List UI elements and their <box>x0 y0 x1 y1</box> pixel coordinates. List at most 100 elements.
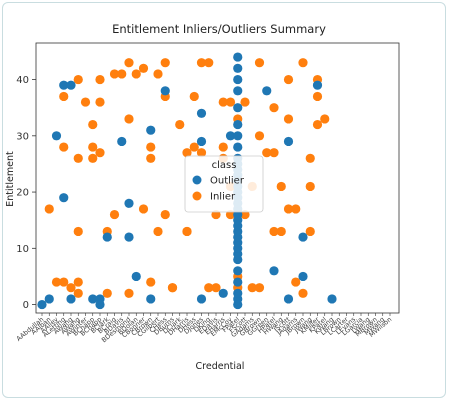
outlier-point <box>196 294 207 304</box>
outlier-point <box>196 136 207 147</box>
inlier-point <box>73 288 83 298</box>
outlier-point <box>51 131 62 141</box>
inlier-point <box>211 283 221 293</box>
outlier-point <box>146 294 156 304</box>
outlier-point <box>66 80 76 90</box>
inlier-point <box>283 204 294 214</box>
inlier-point <box>312 91 323 102</box>
inlier-point <box>269 103 279 113</box>
inlier-point <box>124 288 134 298</box>
inlier-point <box>218 97 228 107</box>
inlier-point <box>51 277 62 287</box>
inlier-point <box>124 114 134 124</box>
inlier-point <box>320 114 330 124</box>
outlier-point <box>37 299 47 310</box>
outlier-point <box>233 52 243 62</box>
outlier-point <box>95 299 105 310</box>
inlier-point <box>160 58 170 68</box>
inlier-point <box>73 277 83 287</box>
inlier-point <box>305 226 315 237</box>
inlier-point <box>204 283 214 293</box>
inlier-point <box>182 226 192 237</box>
outlier-point <box>269 266 279 276</box>
x-axis: AAbdullahAAlbanAAlleyALettingAWangAWangA… <box>15 313 393 344</box>
outlier-point <box>233 103 243 113</box>
plot-frame <box>35 42 400 314</box>
outlier-point <box>327 294 337 304</box>
inlier-point <box>95 97 105 107</box>
inlier-point <box>254 58 265 68</box>
inlier-point <box>109 69 120 79</box>
inlier-point <box>204 58 214 68</box>
inlier-point <box>196 58 207 68</box>
y-tick-label: 10 <box>16 244 29 255</box>
inlier-point <box>153 69 163 79</box>
outlier-point <box>131 271 141 282</box>
inlier-point <box>175 119 185 130</box>
inlier-point <box>146 277 156 287</box>
outlier-point <box>44 294 54 304</box>
inlier-point <box>160 209 170 220</box>
inlier-point <box>240 97 250 107</box>
inlier-point <box>262 148 272 158</box>
y-tick-label: 0 <box>23 300 29 311</box>
legend-box <box>184 155 264 213</box>
outlier-point <box>233 142 243 152</box>
inlier-point <box>95 74 105 85</box>
inlier-point <box>80 97 91 107</box>
inlier-point <box>269 226 279 237</box>
inlier-point <box>59 277 69 287</box>
outlier-point <box>298 232 308 242</box>
inlier-point <box>305 153 315 163</box>
outlier-point <box>124 232 134 242</box>
inlier-point <box>124 58 134 68</box>
legend: class Outlier Inlier <box>184 155 264 213</box>
inlier-point <box>218 142 228 152</box>
inlier-point <box>269 148 279 158</box>
outlier-point <box>233 86 243 96</box>
inlier-point <box>153 226 163 237</box>
y-axis: 0 10 20 30 40 <box>16 75 36 311</box>
inlier-point <box>291 277 301 287</box>
legend-label-inlier: Inlier <box>210 192 236 203</box>
inlier-point <box>283 74 294 85</box>
outlier-point <box>233 119 243 130</box>
inlier-point <box>276 226 286 237</box>
inlier-point <box>88 119 98 130</box>
inlier-point <box>298 58 308 68</box>
inlier-point <box>73 153 83 163</box>
inlier-point <box>109 209 120 220</box>
outlier-point <box>102 232 112 242</box>
inlier-point <box>66 283 76 293</box>
y-tick-label: 20 <box>16 188 29 199</box>
inlier-point <box>59 142 69 152</box>
inlier-point <box>298 288 308 298</box>
outlier-point <box>298 271 308 282</box>
outlier-point <box>233 288 243 298</box>
inlier-point <box>254 131 265 141</box>
inlier-point <box>189 91 199 102</box>
legend-marker-outlier <box>192 175 202 185</box>
legend-title: class <box>212 160 237 171</box>
inlier-point <box>247 283 257 293</box>
inlier-point <box>59 91 69 102</box>
outlier-point <box>225 131 236 141</box>
inlier-point <box>73 226 83 237</box>
outlier-point <box>233 266 243 276</box>
y-tick-label: 40 <box>16 75 29 86</box>
inlier-point <box>196 148 207 158</box>
legend-label-outlier: Outlier <box>210 176 245 187</box>
outlier-point <box>66 294 76 304</box>
outlier-point <box>160 86 170 96</box>
inlier-point <box>182 148 192 158</box>
outlier-point <box>233 63 243 73</box>
inlier-point <box>138 204 149 214</box>
outlier-point <box>262 86 272 96</box>
inlier-point <box>102 288 112 298</box>
outlier-point <box>124 198 134 208</box>
outlier-point <box>88 294 98 304</box>
chart-title: Entitlement Inliers/Outliers Summary <box>112 22 326 36</box>
outlier-point <box>146 125 156 135</box>
inlier-point <box>95 148 105 158</box>
